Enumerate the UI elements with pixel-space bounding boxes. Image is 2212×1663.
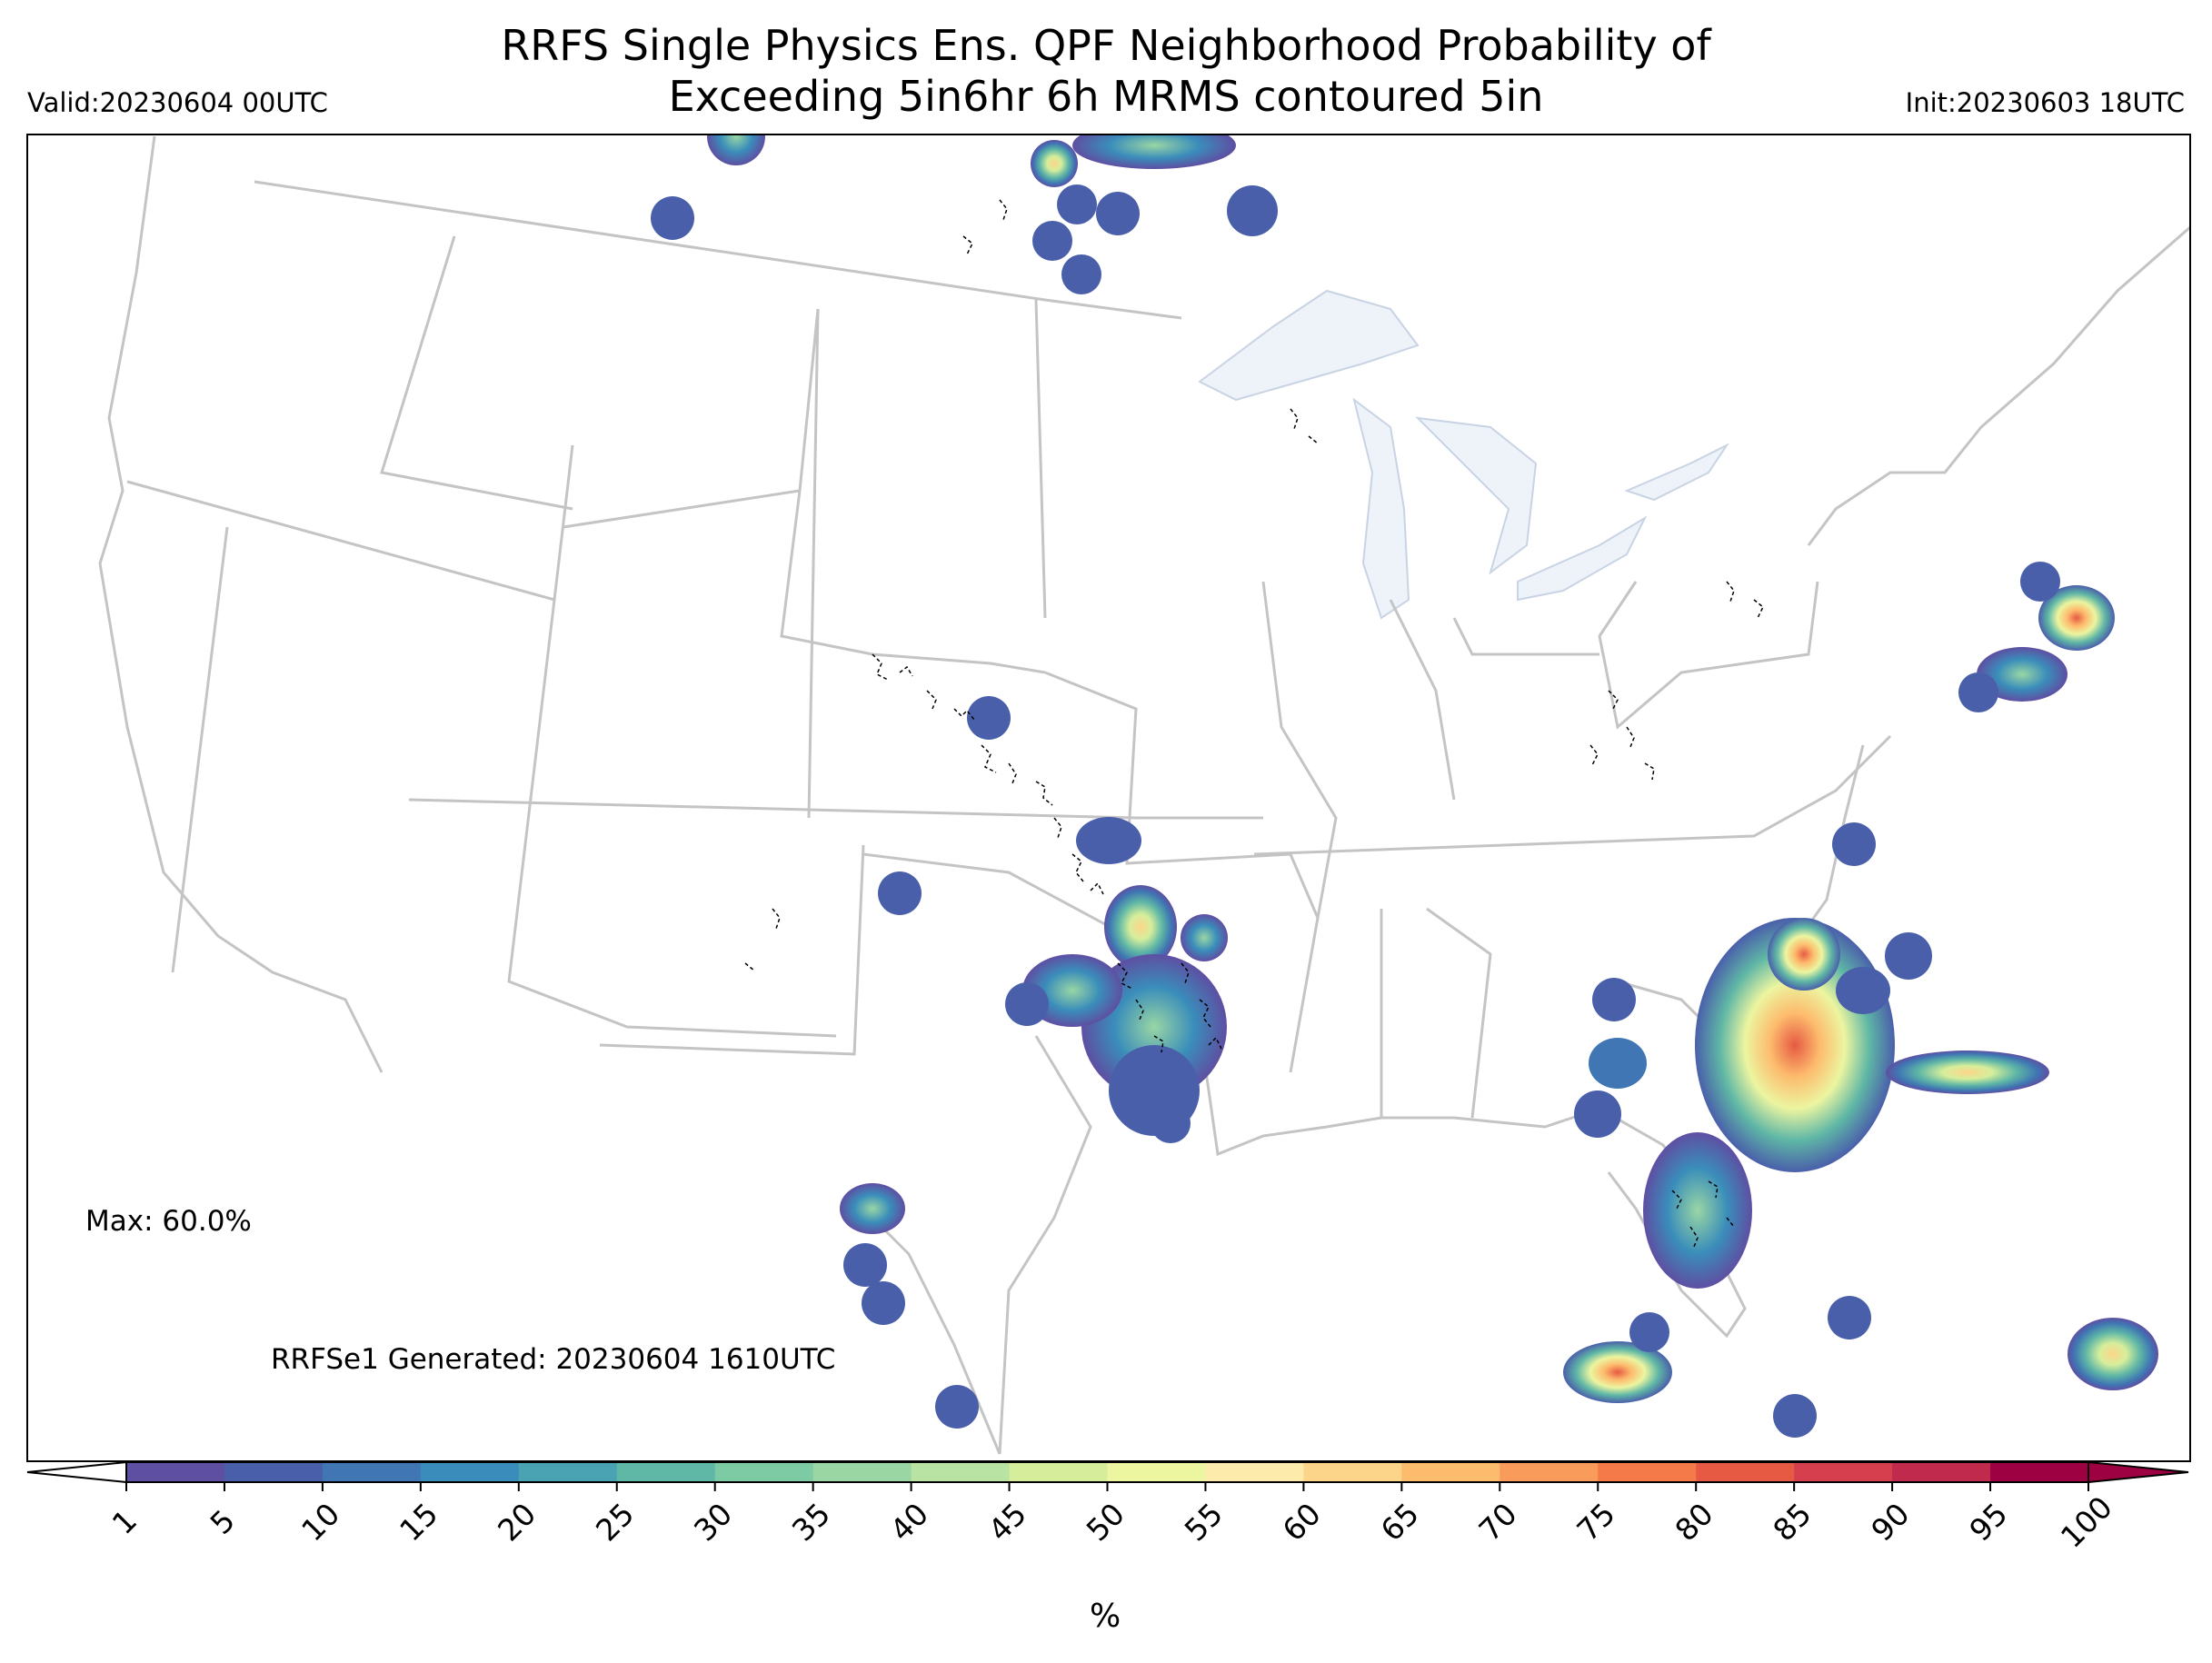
colorbar-tick-label: 55 <box>1178 1496 1230 1548</box>
colorbar: 1 5 10 15 20 25 30 35 40 45 50 55 60 65 70 75 80 85 90 95 10… <box>26 1460 2189 1555</box>
colorbar-segment <box>420 1462 520 1482</box>
colorbar-tick-label: 35 <box>785 1496 837 1548</box>
colorbar-tick-label: 85 <box>1766 1496 1818 1548</box>
colorbar-tick-label: 60 <box>1276 1496 1328 1548</box>
colorbar-tick-label: 65 <box>1374 1496 1426 1548</box>
map-title-line-1: RRFS Single Physics Ens. QPF Neighborhoo… <box>501 21 1711 70</box>
init-time-label: Init:20230603 18UTC <box>1905 87 2185 118</box>
colorbar-tick-label: 95 <box>1962 1496 2014 1548</box>
colorbar-tick-label: 5 <box>204 1503 242 1541</box>
colorbar-segment <box>126 1462 225 1482</box>
colorbar-segment <box>911 1462 1011 1482</box>
mrms-5in-contours <box>744 199 1764 1248</box>
colorbar-tick-label: 90 <box>1864 1496 1916 1548</box>
colorbar-tick-label: 100 <box>2054 1489 2119 1555</box>
colorbar-tick-label: 15 <box>393 1496 444 1548</box>
map-title-line-2: Exceeding 5in6hr 6h MRMS contoured 5in <box>668 72 1544 121</box>
colorbar-segment <box>1107 1462 1207 1482</box>
valid-time-label: Valid:20230604 00UTC <box>27 87 328 118</box>
generated-time-label: RRFSe1 Generated: 20230604 1610UTC <box>271 1343 836 1376</box>
great-lakes <box>1198 289 1729 620</box>
colorbar-segment <box>1696 1462 1795 1482</box>
colorbar-tick-label: 70 <box>1472 1496 1524 1548</box>
colorbar-segment <box>322 1462 422 1482</box>
colorbar-tick-label: 45 <box>981 1496 1033 1548</box>
colorbar-tick-label: 50 <box>1080 1496 1131 1548</box>
colorbar-segment <box>812 1462 912 1482</box>
colorbar-segment <box>1794 1462 1893 1482</box>
colorbar-tick-label: 25 <box>589 1496 641 1548</box>
colorbar-segment <box>1598 1462 1697 1482</box>
probability-areas <box>651 134 2158 1438</box>
colorbar-under-arrow <box>26 1460 127 1484</box>
colorbar-over-arrow <box>2087 1460 2189 1484</box>
colorbar-segment <box>1009 1462 1109 1482</box>
colorbar-tick-label: 40 <box>883 1496 935 1548</box>
colorbar-tick-label: 80 <box>1668 1496 1719 1548</box>
map-frame <box>26 134 2191 1462</box>
colorbar-segment <box>518 1462 618 1482</box>
colorbar-segment <box>224 1462 324 1482</box>
colorbar-unit: % <box>1090 1598 1121 1635</box>
colorbar-tick-label: 10 <box>294 1496 346 1548</box>
colorbar-segment <box>1892 1462 1991 1482</box>
colorbar-segment <box>1990 1462 2089 1482</box>
colorbar-segment <box>1303 1462 1402 1482</box>
map-borders <box>98 135 2190 1455</box>
colorbar-tick-label: 75 <box>1569 1496 1621 1548</box>
max-probability-label: Max: 60.0% <box>85 1205 252 1238</box>
colorbar-segment <box>1500 1462 1599 1482</box>
colorbar-segment <box>1205 1462 1304 1482</box>
colorbar-tick-label: 30 <box>687 1496 739 1548</box>
colorbar-segment <box>616 1462 716 1482</box>
colorbar-segment <box>714 1462 814 1482</box>
colorbar-tick-label: 20 <box>491 1496 543 1548</box>
colorbar-segment <box>1401 1462 1500 1482</box>
colorbar-tick-label: 1 <box>105 1503 144 1541</box>
